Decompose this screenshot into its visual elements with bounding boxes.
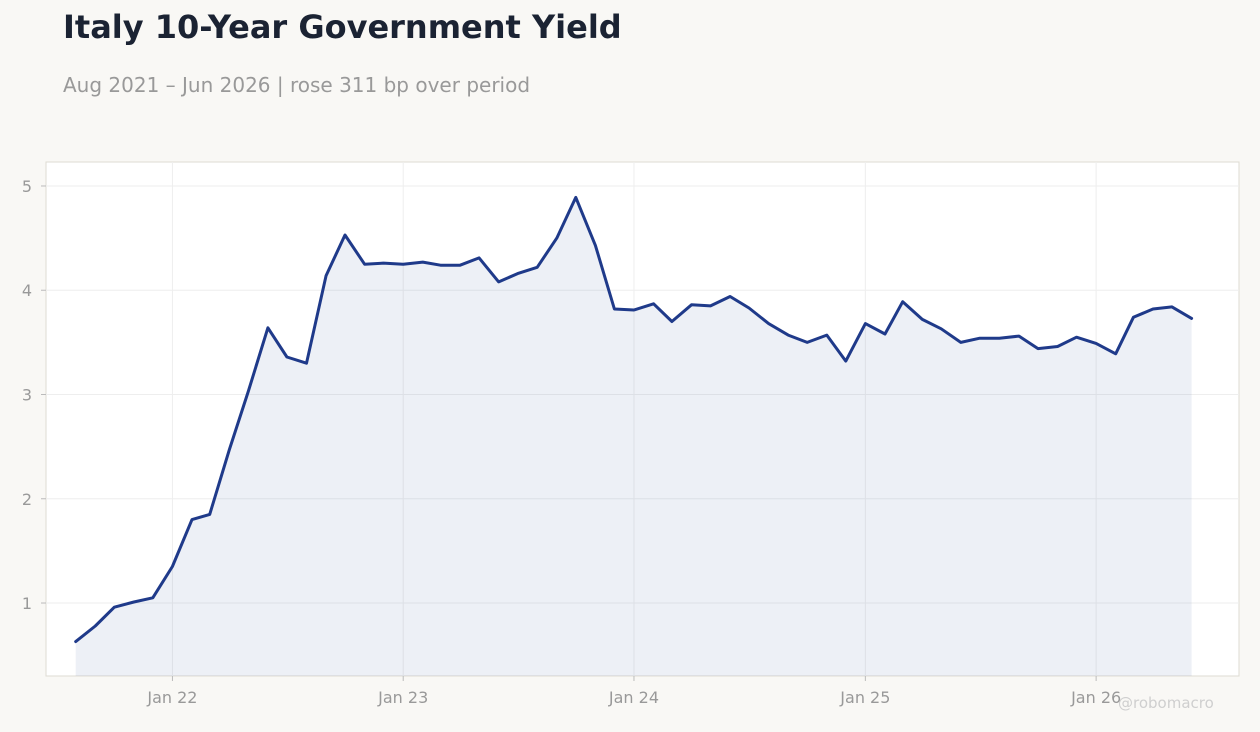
data-point: [402, 263, 405, 266]
y-tick-label: 4: [22, 281, 32, 300]
data-point: [748, 307, 751, 310]
data-point: [151, 596, 154, 599]
data-point: [767, 322, 770, 325]
data-point: [478, 256, 481, 259]
data-point: [940, 327, 943, 330]
data-point: [228, 448, 231, 451]
data-point: [670, 320, 673, 323]
x-tick-label: Jan 23: [377, 688, 428, 707]
data-point: [825, 334, 828, 337]
series-line: [74, 195, 1194, 644]
data-point: [998, 337, 1001, 340]
data-point: [536, 266, 539, 269]
data-point: [633, 309, 636, 312]
data-point: [555, 237, 558, 240]
x-tick-label: Jan 26: [1070, 688, 1121, 707]
chart-title: Italy 10-Year Government Yield: [63, 8, 622, 46]
data-point: [901, 300, 904, 303]
data-point: [690, 303, 693, 306]
data-point: [94, 625, 97, 628]
series-area: [75, 197, 1192, 676]
data-point: [978, 337, 981, 340]
x-tick-label: Jan 22: [146, 688, 197, 707]
y-tick-label: 1: [22, 594, 32, 613]
data-point: [1132, 316, 1135, 319]
data-point: [1075, 336, 1078, 339]
data-point: [247, 390, 250, 393]
data-point: [1190, 317, 1193, 320]
chart-subtitle: Aug 2021 – Jun 2026 | rose 311 bp over p…: [63, 73, 531, 97]
plot-area: [45, 161, 1240, 677]
data-point: [208, 513, 211, 516]
y-tick-label: 3: [22, 385, 32, 404]
data-point: [613, 308, 616, 311]
data-point: [439, 264, 442, 267]
data-point: [844, 360, 847, 363]
data-point: [382, 262, 385, 265]
data-point: [325, 274, 328, 277]
data-point: [959, 341, 962, 344]
data-point: [516, 272, 519, 275]
data-point: [497, 280, 500, 283]
data-point: [864, 322, 867, 325]
y-tick-label: 5: [22, 177, 32, 196]
data-point: [344, 234, 347, 237]
data-point: [1018, 335, 1021, 338]
data-point: [921, 318, 924, 321]
data-point: [171, 565, 174, 568]
data-point: [652, 302, 655, 305]
data-point: [285, 356, 288, 359]
data-point: [266, 326, 269, 329]
data-point: [132, 601, 135, 604]
data-point: [574, 196, 577, 199]
y-tick-label: 2: [22, 490, 32, 509]
data-point: [1056, 345, 1059, 348]
data-point: [459, 264, 462, 267]
x-tick-label: Jan 25: [839, 688, 890, 707]
data-point: [1152, 308, 1155, 311]
watermark: @robomacro: [1118, 694, 1214, 712]
data-point: [74, 640, 77, 643]
data-point: [1095, 342, 1098, 345]
x-tick-label: Jan 24: [608, 688, 659, 707]
data-point: [1037, 347, 1040, 350]
data-point: [305, 362, 308, 365]
data-point: [884, 333, 887, 336]
data-point: [806, 341, 809, 344]
data-point: [113, 606, 116, 609]
data-point: [729, 295, 732, 298]
data-point: [1114, 352, 1117, 355]
data-point: [787, 334, 790, 337]
data-point: [709, 304, 712, 307]
data-point: [1171, 305, 1174, 308]
data-point: [363, 263, 366, 266]
data-point: [594, 244, 597, 247]
data-point: [421, 261, 424, 264]
data-point: [191, 518, 194, 521]
